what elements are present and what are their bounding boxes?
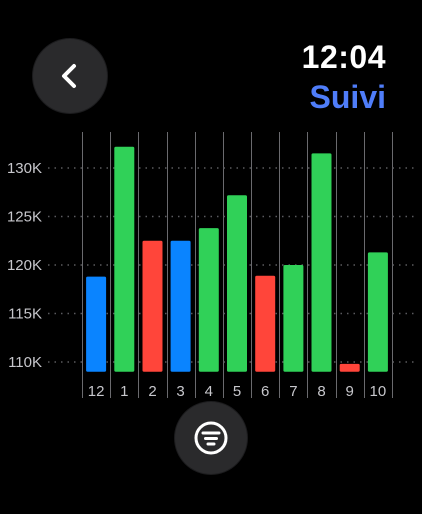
x-tick-label: 6 [261, 383, 269, 400]
bar-3 [170, 240, 191, 372]
x-tick-label: 10 [370, 383, 387, 400]
x-tick-label: 1 [120, 383, 128, 400]
y-tick-label: 120K [7, 257, 42, 274]
y-tick-label: 115K [8, 306, 42, 323]
bar-12 [86, 276, 107, 372]
back-button[interactable] [33, 39, 107, 113]
x-tick-label: 12 [88, 383, 105, 400]
filter-lines-icon [194, 421, 228, 455]
x-tick-label: 3 [176, 383, 184, 400]
bar-7 [283, 265, 304, 372]
x-tick-label: 8 [317, 383, 325, 400]
bar-2 [142, 240, 163, 372]
bar-9 [339, 363, 360, 372]
bar-chart: 110K 115K 120K 125K 130K 12 1 2 3 4 5 6 7 8 9 10 [7, 132, 415, 400]
x-tick-label: 7 [289, 383, 297, 400]
clock-time: 12:04 [301, 39, 386, 75]
bar-5 [227, 195, 247, 372]
bar-6 [255, 275, 276, 372]
y-tick-label: 110K [8, 354, 42, 371]
screen-title: Suivi [309, 79, 386, 115]
filter-button[interactable] [175, 402, 247, 474]
bar-10 [367, 252, 388, 372]
chevron-left-icon [62, 64, 76, 88]
bar-1 [114, 146, 135, 372]
x-tick-label: 4 [205, 383, 213, 400]
y-tick-label: 125K [7, 209, 42, 226]
x-tick-label: 9 [346, 383, 354, 400]
bar-4 [198, 228, 219, 372]
bar-8 [311, 153, 332, 372]
x-tick-label: 2 [148, 383, 156, 400]
x-tick-label: 5 [233, 383, 241, 400]
y-tick-label: 130K [7, 160, 42, 177]
